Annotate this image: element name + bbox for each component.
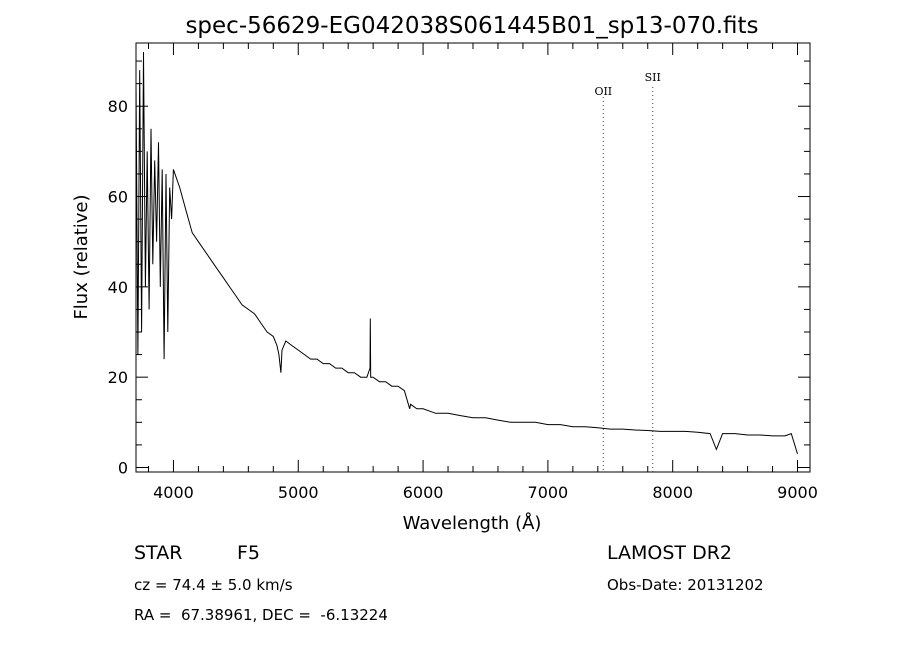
x-tick-label: 6000: [403, 483, 444, 502]
chart-title: spec-56629-EG042038S061445B01_sp13-070.f…: [185, 13, 758, 39]
x-tick-label: 4000: [153, 483, 194, 502]
y-axis-label: Flux (relative): [71, 194, 92, 319]
spectrum-line: [135, 51, 798, 455]
plot-frame: [135, 42, 811, 473]
y-tick-label: 80: [108, 97, 128, 116]
x-tick-label: 7000: [528, 483, 569, 502]
object-class: STAR: [134, 542, 182, 564]
y-tick-label: 20: [108, 368, 128, 387]
redshift-text: cz = 74.4 ± 5.0 km/s: [134, 576, 293, 594]
x-tick-label: 8000: [652, 483, 693, 502]
subclass: F5: [237, 542, 260, 564]
annotation-label: OII: [594, 85, 612, 98]
survey-label: LAMOST DR2: [607, 542, 732, 564]
annotation-label: SII: [645, 71, 661, 84]
tick-labels: 4000 5000 6000 7000 8000 9000 0 20 40 60 80: [108, 97, 818, 502]
x-tick-label: 9000: [777, 483, 818, 502]
obs-date: Obs-Date: 20131202: [607, 576, 764, 594]
x-tick-label: 5000: [278, 483, 319, 502]
series-layer: [135, 51, 798, 455]
coordinates-text: RA = 67.38961, DEC = -6.13224: [134, 606, 388, 624]
x-axis-label: Wavelength (Å): [403, 512, 542, 534]
axis-ticks: [136, 43, 810, 472]
y-tick-label: 0: [118, 458, 128, 477]
line-annotations: OII SII: [594, 71, 661, 472]
y-tick-label: 60: [108, 188, 128, 207]
y-tick-label: 40: [108, 278, 128, 297]
